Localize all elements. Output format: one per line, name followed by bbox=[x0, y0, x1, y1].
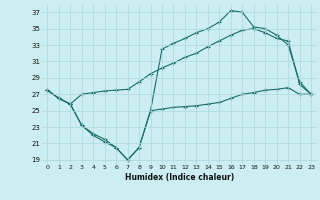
X-axis label: Humidex (Indice chaleur): Humidex (Indice chaleur) bbox=[124, 173, 234, 182]
